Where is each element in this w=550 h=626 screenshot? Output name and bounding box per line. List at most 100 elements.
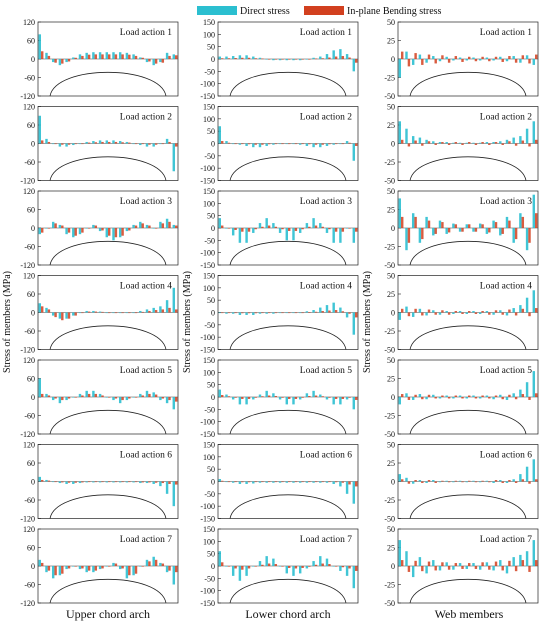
bar-direct-stress bbox=[519, 389, 522, 397]
bar-bending-stress bbox=[141, 57, 144, 59]
y-tick-label: 0 bbox=[211, 309, 215, 318]
bar-bending-stress bbox=[341, 143, 345, 145]
bar-bending-stress bbox=[474, 59, 478, 62]
bar-bending-stress bbox=[421, 566, 424, 572]
y-tick-label: -150 bbox=[200, 430, 215, 439]
bar-bending-stress bbox=[81, 312, 84, 314]
bar-direct-stress bbox=[438, 312, 442, 315]
legend-swatch-bending bbox=[304, 6, 344, 15]
bar-bending-stress bbox=[254, 312, 257, 314]
y-tick-label: 0 bbox=[391, 478, 395, 487]
bar-bending-stress bbox=[308, 312, 311, 313]
y-tick-label: 100 bbox=[203, 284, 215, 293]
bar-direct-stress bbox=[258, 223, 262, 228]
bar-bending-stress bbox=[348, 481, 351, 485]
bar-direct-stress bbox=[252, 56, 255, 59]
bar-bending-stress bbox=[168, 481, 171, 484]
bar-direct-stress bbox=[525, 551, 529, 566]
y-tick-label: 150 bbox=[203, 103, 215, 112]
bar-bending-stress bbox=[134, 143, 138, 145]
bar-direct-stress bbox=[485, 562, 489, 566]
bar-direct-stress bbox=[278, 481, 282, 483]
bar-direct-stress bbox=[72, 566, 75, 567]
bar-direct-stress bbox=[132, 54, 135, 59]
bar-direct-stress bbox=[98, 228, 102, 232]
bar-direct-stress bbox=[292, 59, 295, 61]
arch-outline bbox=[409, 410, 527, 435]
y-tick-label: 100 bbox=[203, 199, 215, 208]
bar-bending-stress bbox=[454, 395, 458, 397]
bar-direct-stress bbox=[139, 221, 142, 228]
bar-bending-stress bbox=[281, 59, 284, 60]
bar-bending-stress bbox=[461, 228, 464, 232]
bar-bending-stress bbox=[514, 397, 518, 400]
bar-bending-stress bbox=[454, 480, 458, 482]
bar-bending-stress bbox=[254, 397, 257, 398]
bar-direct-stress bbox=[432, 480, 435, 482]
bar-bending-stress bbox=[54, 223, 57, 228]
bar-bending-stress bbox=[521, 140, 525, 144]
bar-direct-stress bbox=[305, 59, 309, 60]
y-tick-label: -50 bbox=[204, 236, 215, 245]
panel-title: Load action 7 bbox=[300, 535, 352, 545]
y-tick-label: -50 bbox=[204, 574, 215, 583]
bar-direct-stress bbox=[465, 59, 468, 61]
y-tick-label: 60 bbox=[27, 544, 35, 553]
bar-bending-stress bbox=[427, 54, 431, 59]
bar-direct-stress bbox=[225, 56, 228, 59]
bar-direct-stress bbox=[445, 311, 448, 313]
y-tick-label: 25 bbox=[387, 544, 395, 553]
bar-direct-stress bbox=[298, 312, 302, 314]
bar-direct-stress bbox=[165, 52, 169, 59]
bar-bending-stress bbox=[227, 58, 231, 59]
bar-bending-stress bbox=[108, 228, 111, 236]
bar-bending-stress bbox=[81, 228, 84, 233]
bar-direct-stress bbox=[525, 55, 529, 59]
bar-bending-stress bbox=[47, 309, 51, 313]
panel: -50 -25 0 25 50 Load action 3 bbox=[384, 187, 539, 270]
bar-bending-stress bbox=[47, 228, 51, 229]
y-tick-label: -25 bbox=[384, 496, 395, 505]
bar-bending-stress bbox=[87, 393, 91, 397]
y-tick-label: 25 bbox=[387, 459, 395, 468]
bar-direct-stress bbox=[78, 143, 82, 145]
bar-bending-stress bbox=[355, 481, 358, 487]
bar-direct-stress bbox=[65, 143, 68, 147]
bar-direct-stress bbox=[245, 143, 248, 146]
bar-direct-stress bbox=[51, 397, 55, 401]
bar-direct-stress bbox=[278, 143, 282, 145]
panel: -50 -25 0 25 50 Load action 1 bbox=[384, 18, 539, 101]
bar-direct-stress bbox=[218, 56, 221, 59]
bar-direct-stress bbox=[519, 474, 522, 482]
panel: -150 -100 -50 0 50 100 150 Load action 6 bbox=[200, 441, 359, 524]
bar-direct-stress bbox=[112, 312, 115, 314]
bar-direct-stress bbox=[405, 393, 408, 397]
y-tick-label: 100 bbox=[203, 115, 215, 124]
bar-bending-stress bbox=[427, 561, 431, 566]
bar-direct-stress bbox=[519, 554, 522, 566]
bar-direct-stress bbox=[38, 115, 41, 144]
bar-direct-stress bbox=[499, 56, 502, 59]
bar-direct-stress bbox=[425, 397, 428, 400]
bar-direct-stress bbox=[245, 228, 248, 243]
y-tick-label: 60 bbox=[27, 206, 35, 215]
bar-direct-stress bbox=[292, 566, 295, 576]
bar-direct-stress bbox=[112, 481, 115, 483]
y-tick-label: 150 bbox=[203, 187, 215, 196]
bar-bending-stress bbox=[101, 141, 104, 144]
bar-direct-stress bbox=[472, 228, 475, 232]
bar-bending-stress bbox=[301, 228, 304, 230]
panels-grid: -120 -60 0 60 120 Load action 1 -120 -60 0 60 120 L… bbox=[20, 18, 539, 608]
bar-direct-stress bbox=[411, 397, 415, 400]
bar-direct-stress bbox=[285, 397, 288, 405]
bar-direct-stress bbox=[398, 474, 401, 482]
bar-direct-stress bbox=[51, 221, 55, 228]
bar-bending-stress bbox=[114, 481, 118, 483]
panel: -150 -100 -50 0 50 100 150 Load action 5 bbox=[200, 356, 359, 439]
bar-bending-stress bbox=[454, 142, 458, 144]
bar-direct-stress bbox=[352, 312, 355, 335]
bar-bending-stress bbox=[508, 309, 511, 313]
bar-direct-stress bbox=[332, 481, 335, 484]
bar-direct-stress bbox=[85, 310, 88, 313]
panel-title: Load action 6 bbox=[120, 451, 172, 461]
